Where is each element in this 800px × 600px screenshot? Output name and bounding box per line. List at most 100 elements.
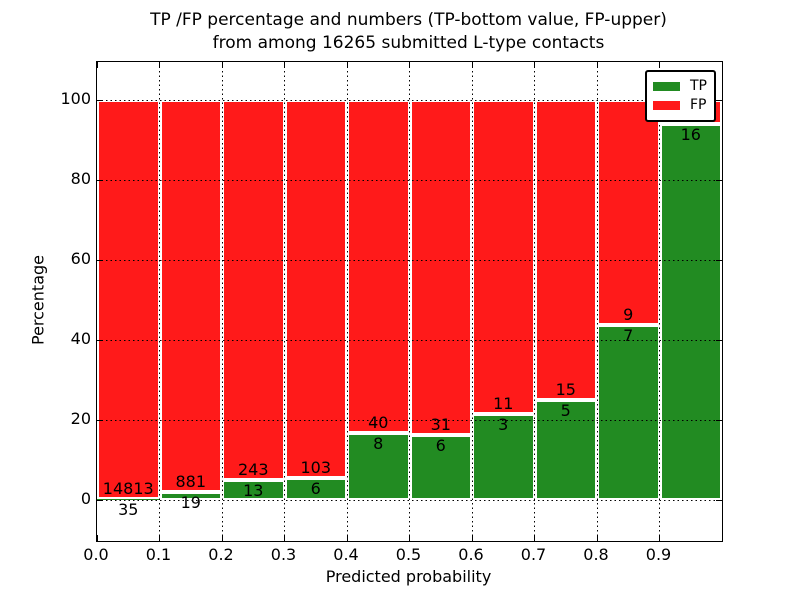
legend: TP FP <box>645 70 716 122</box>
y-tickmark-left <box>97 499 103 501</box>
bar-tp-count-label: 35 <box>118 500 139 520</box>
bar-fp-segment <box>347 100 410 434</box>
y-tickmark-right <box>716 339 722 341</box>
bar-fp-segment <box>409 100 472 436</box>
x-tickmark-bottom <box>284 535 285 541</box>
x-tickmark-bottom <box>534 535 535 541</box>
legend-label: FP <box>690 97 707 113</box>
x-tick-label: 0.9 <box>645 545 672 564</box>
legend-label: TP <box>690 78 707 94</box>
gridline-vertical <box>534 62 535 541</box>
x-tickmark-top <box>409 62 410 68</box>
bar-fp-segment <box>597 100 660 325</box>
x-tickmark-top <box>534 62 535 68</box>
x-tick-label: 0.6 <box>458 545 484 564</box>
y-tick-label: 80 <box>70 169 91 188</box>
bar-tp-segment <box>347 433 410 500</box>
bar-tp-segment <box>222 479 285 500</box>
x-tickmark-top <box>221 62 223 68</box>
chart-title-line1: TP /FP percentage and numbers (TP-bottom… <box>150 10 667 30</box>
x-tickmark-top <box>471 62 473 68</box>
bar-fp-segment <box>159 100 222 492</box>
legend-swatch-tp-icon <box>653 82 680 91</box>
bar-tp-count-label: 6 <box>310 478 321 498</box>
gridline-horizontal <box>97 179 722 181</box>
bar-fp-count-label: 15 <box>555 380 576 399</box>
x-tickmark-top <box>159 62 160 68</box>
bar-fp-count-label: 243 <box>237 459 269 479</box>
legend-item-tp: TP <box>653 77 707 96</box>
bar-fp-segment <box>284 100 347 478</box>
bar-fp-segment <box>534 100 597 400</box>
bar-tp-segment <box>472 414 535 500</box>
x-tickmark-bottom <box>346 535 348 541</box>
x-tickmark-top <box>346 62 348 68</box>
y-tickmark-right <box>716 99 722 101</box>
y-tickmark-left <box>97 339 103 341</box>
y-tick-label: 20 <box>70 409 91 428</box>
gridline-vertical <box>346 62 348 541</box>
bar-tp-segment <box>159 491 222 500</box>
bar-fp-count-label: 31 <box>430 415 451 435</box>
bar-fp-count-label: 11 <box>493 394 514 414</box>
x-tickmark-bottom <box>96 535 98 541</box>
x-tickmark-bottom <box>159 535 160 541</box>
gridline-horizontal <box>97 499 722 501</box>
legend-swatch-fp-icon <box>653 101 680 110</box>
y-tick-label: 40 <box>70 329 91 348</box>
gridline-vertical <box>409 62 410 541</box>
gridline-vertical <box>659 62 660 541</box>
bar-fp-segment <box>472 100 535 415</box>
x-tick-label: 0.1 <box>145 545 172 564</box>
y-tickmark-right <box>716 499 722 501</box>
y-tick-label: 100 <box>60 89 91 108</box>
bar-tp-segment <box>659 123 722 500</box>
x-tickmark-top <box>284 62 285 68</box>
x-tickmark-bottom <box>596 535 598 541</box>
bar-tp-count-label: 6 <box>435 436 446 456</box>
bar-tp-count-label: 13 <box>243 480 264 500</box>
bar-tp-segment <box>534 400 597 500</box>
bar-fp-count-label: 14813 <box>102 479 154 499</box>
x-tickmark-bottom <box>221 535 223 541</box>
x-tick-label: 0.4 <box>333 545 359 564</box>
bar-fp-count-label: 881 <box>175 471 207 491</box>
gridline-vertical <box>221 62 223 541</box>
y-tick-label: 0 <box>80 489 91 508</box>
bar-fp-count-label: 40 <box>368 413 389 433</box>
y-tickmark-left <box>97 419 103 421</box>
x-tickmark-top <box>659 62 660 68</box>
y-tick-label: 60 <box>70 249 91 268</box>
bar-tp-segment <box>284 477 347 500</box>
gridline-horizontal <box>97 259 722 261</box>
plot-area: 14813358811924313103640831611315597116 <box>96 61 723 542</box>
x-axis-label: Predicted probability <box>325 567 492 586</box>
bar-fp-count-label: 9 <box>623 305 634 324</box>
x-tickmark-bottom <box>409 535 410 541</box>
y-tickmark-right <box>716 419 722 421</box>
gridline-vertical <box>596 62 598 541</box>
y-tickmark-left <box>97 259 103 261</box>
y-tickmark-left <box>97 99 103 101</box>
bar-tp-count-label: 16 <box>680 124 701 144</box>
bar-tp-segment <box>597 325 660 500</box>
x-tick-label: 0.7 <box>520 545 547 564</box>
chart-title-line2: from among 16265 submitted L-type contac… <box>212 33 605 53</box>
legend-item-fp: FP <box>653 96 707 115</box>
gridline-vertical <box>159 62 160 541</box>
bar-tp-count-label: 3 <box>498 415 509 435</box>
gridline-horizontal <box>97 99 722 101</box>
y-tickmark-right <box>716 179 722 181</box>
gridline-horizontal <box>97 419 722 421</box>
bar-fp-segment <box>222 100 285 480</box>
x-tick-label: 0.2 <box>208 545 234 564</box>
y-tickmark-right <box>716 259 722 261</box>
x-tickmark-top <box>96 62 98 68</box>
bar-tp-count-label: 8 <box>373 434 384 454</box>
bar-fp-segment <box>97 100 160 500</box>
bar-tp-count-label: 7 <box>623 326 634 345</box>
bar-tp-count-label: 5 <box>560 401 571 420</box>
bar-fp-count-label: 103 <box>300 457 332 477</box>
x-tickmark-bottom <box>471 535 473 541</box>
